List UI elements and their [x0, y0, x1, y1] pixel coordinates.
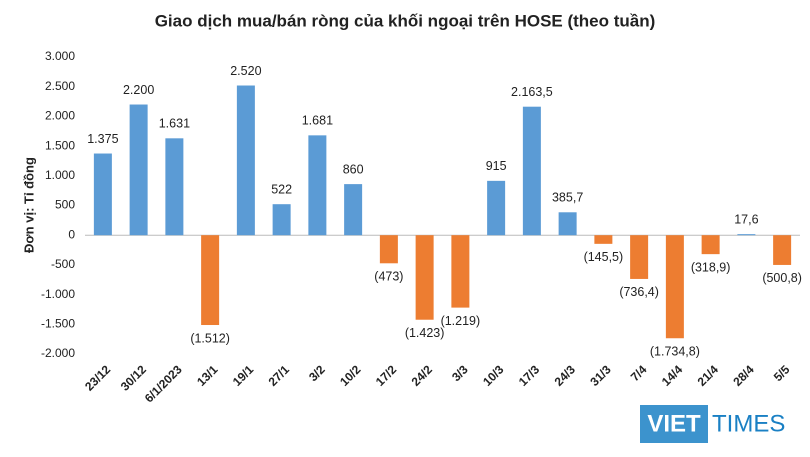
value-label: (736,4)	[619, 285, 659, 299]
y-tick-label: -1.000	[41, 287, 75, 301]
bar	[630, 235, 649, 279]
value-label: (1.512)	[190, 331, 230, 345]
watermark: VIET	[647, 410, 701, 437]
bar	[594, 235, 613, 244]
y-tick-label: 3.000	[45, 49, 75, 63]
value-label: 17,6	[734, 212, 758, 226]
bar	[451, 235, 470, 308]
y-tick-label: -1.500	[41, 316, 75, 330]
y-tick-label: -2.000	[41, 346, 75, 360]
bar	[558, 212, 577, 236]
y-tick-label: 500	[55, 198, 75, 212]
watermark: TIMES	[712, 410, 785, 437]
bar	[737, 234, 756, 236]
bar	[93, 153, 112, 236]
bar	[415, 235, 434, 320]
y-tick-label: 2.000	[45, 109, 75, 123]
y-tick-label: 1.000	[45, 168, 75, 182]
value-label: 1.631	[159, 117, 190, 131]
value-label: (1.423)	[405, 326, 445, 340]
value-label: 1.375	[87, 132, 118, 146]
bar	[379, 235, 398, 264]
value-label: (473)	[374, 270, 403, 284]
bar	[701, 235, 720, 255]
y-axis-label: Đơn vị: Tỉ đồng	[21, 157, 36, 253]
bar	[129, 104, 148, 236]
value-label: 915	[486, 159, 507, 173]
bar	[665, 235, 684, 339]
value-label: 522	[271, 182, 292, 196]
value-label: 2.163,5	[511, 85, 553, 99]
bar	[272, 204, 291, 236]
value-label: (1.734,8)	[650, 345, 700, 359]
bar	[522, 106, 541, 236]
bar	[487, 180, 506, 236]
y-tick-label: 0	[68, 227, 75, 241]
y-tick-label: -500	[51, 257, 75, 271]
bar	[773, 235, 792, 265]
bar	[165, 138, 184, 236]
value-label: 1.681	[302, 114, 333, 128]
y-tick-label: 2.500	[45, 79, 75, 93]
value-label: 2.520	[230, 64, 261, 78]
value-label: 385,7	[552, 191, 583, 205]
value-label: 2.200	[123, 83, 154, 97]
bar	[308, 135, 327, 236]
value-label: (1.219)	[441, 314, 481, 328]
bar	[201, 235, 220, 326]
bar	[344, 184, 363, 236]
chart-title: Giao dịch mua/bán ròng của khối ngoại tr…	[155, 11, 656, 30]
logo-box	[640, 405, 708, 443]
value-label: (500,8)	[762, 271, 802, 285]
y-tick-label: 1.500	[45, 138, 75, 152]
bar	[236, 85, 255, 236]
value-label: (318,9)	[691, 260, 731, 274]
value-label: (145,5)	[584, 250, 624, 264]
value-label: 860	[343, 162, 364, 176]
